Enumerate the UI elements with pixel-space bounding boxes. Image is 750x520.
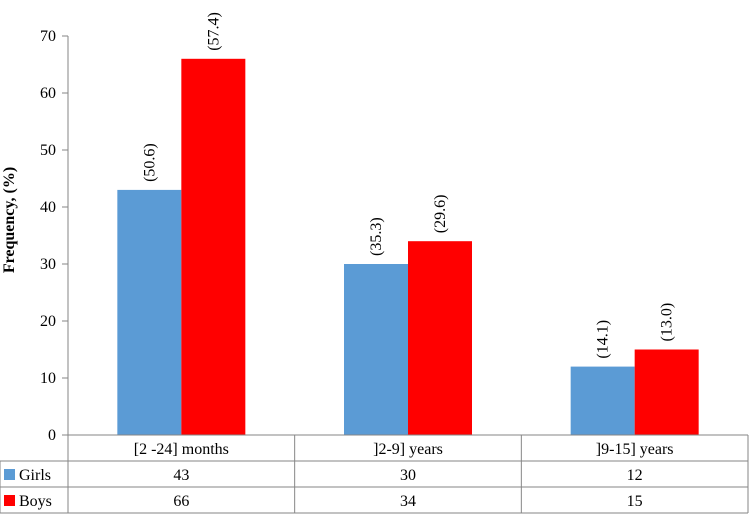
table-cell: 30 — [400, 467, 416, 484]
legend-label-girls: Girls — [19, 467, 51, 484]
y-tick-label: 10 — [40, 370, 56, 387]
data-label-girls-0: (50.6) — [141, 143, 158, 182]
data-label-boys-0: (57.4) — [205, 12, 222, 51]
category-label: [2 -24] months — [134, 441, 229, 458]
table-cell: 15 — [627, 493, 643, 510]
table-cell: 12 — [627, 467, 643, 484]
y-tick-label: 70 — [40, 28, 56, 45]
bars: (50.6) (57.4) (35.3) (29.6) (14.1) (13.0) — [117, 12, 699, 436]
legend-label-boys: Boys — [19, 493, 52, 510]
category-label: ]2-9] years — [373, 441, 443, 458]
y-tick-label: 0 — [48, 427, 56, 444]
y-tick-label: 20 — [40, 313, 56, 330]
legend-swatch-girls — [4, 469, 15, 480]
y-tick-label: 40 — [40, 199, 56, 216]
data-table: [2 -24] months ]2-9] years ]9-15] years Gir… — [0, 434, 749, 514]
table-cell: 43 — [173, 467, 189, 484]
bar-girls-0 — [117, 189, 182, 435]
bar-girls-2 — [570, 366, 635, 435]
data-label-girls-2: (14.1) — [595, 320, 612, 359]
legend-swatch-boys — [4, 495, 15, 506]
bar-boys-2 — [634, 349, 699, 435]
table-cell: 34 — [400, 493, 416, 510]
y-tick-label: 30 — [40, 256, 56, 273]
y-axis-title: Frequency, (%) — [1, 167, 18, 273]
data-label-boys-1: (29.6) — [432, 195, 449, 234]
y-axis: 0 10 20 30 40 50 60 70 — [40, 28, 69, 444]
data-label-girls-1: (35.3) — [368, 217, 385, 256]
bar-boys-0 — [181, 58, 246, 436]
data-label-boys-2: (13.0) — [659, 303, 676, 342]
bar-girls-1 — [344, 264, 408, 435]
bar-boys-1 — [408, 241, 472, 435]
y-tick-label: 60 — [40, 85, 56, 102]
category-label: ]9-15] years — [596, 441, 674, 458]
y-tick-label: 50 — [40, 142, 56, 159]
table-cell: 66 — [173, 493, 189, 510]
